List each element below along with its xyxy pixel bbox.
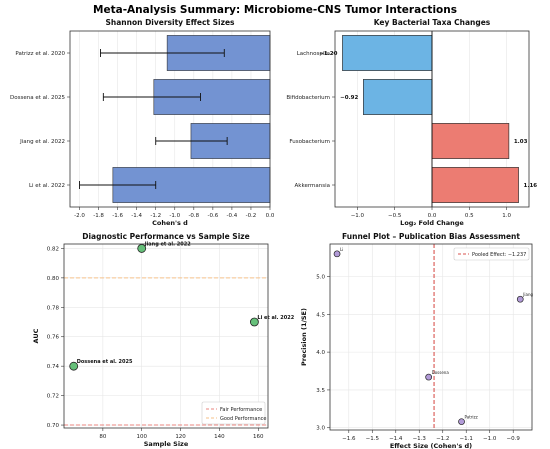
plot-frame — [69, 30, 271, 208]
effect-size-chart: Shannon Diversity Effect Sizes -2.0 -1.8 -1… — [10, 18, 275, 227]
value-label: 1.03 — [514, 139, 528, 145]
x-tick-label: −1.0 — [351, 213, 365, 219]
x-tick-label: -0.8 — [188, 213, 199, 219]
y-tick-label: Li et al. 2022 — [29, 183, 65, 189]
plot-frame — [334, 30, 530, 208]
x-tick-label: 0.0 — [428, 213, 437, 219]
legend-label: Good Performance — [220, 416, 266, 422]
legend-box — [201, 401, 266, 425]
data-point — [516, 295, 524, 303]
y-tick-label: 0.78 — [47, 305, 60, 311]
y-tick-label: Fusobacterium — [289, 139, 330, 145]
x-tick-label: 1.0 — [502, 213, 511, 219]
y-tick-label: 0.80 — [47, 276, 60, 282]
bar — [342, 35, 433, 71]
chart-title: Funnel Plot – Publication Bias Assessmen… — [342, 232, 520, 241]
point-label: Li — [340, 247, 343, 252]
data-point — [69, 361, 79, 371]
bar — [431, 123, 510, 159]
value-label: −1.20 — [319, 51, 337, 57]
x-axis-label: Cohen's d — [152, 219, 188, 227]
y-tick-label: 3.5 — [316, 388, 325, 394]
x-tick-label: -1.8 — [93, 213, 104, 219]
legend-label: Fair Performance — [220, 407, 262, 413]
x-tick-label: −1.4 — [389, 436, 403, 442]
x-tick-label: 140 — [214, 434, 225, 440]
y-tick-label: 4.5 — [316, 312, 325, 318]
y-tick-label: 0.74 — [47, 364, 60, 370]
x-tick-label: 0.0 — [266, 213, 275, 219]
x-tick-label: -0.6 — [207, 213, 218, 219]
y-tick-label: Patrizz et al. 2020 — [15, 51, 65, 57]
figure-title: Meta-Analysis Summary: Microbiome-CNS Tu… — [93, 4, 457, 16]
y-tick-label: 0.72 — [47, 394, 59, 400]
y-tick-label: Dossena et al. 2025 — [10, 95, 66, 101]
y-tick-label: Lachnospira — [297, 51, 330, 57]
x-tick-label: −1.2 — [436, 436, 449, 442]
point-label: Dossena — [432, 370, 450, 375]
data-point — [137, 244, 147, 253]
bar — [431, 167, 519, 203]
y-tick-label: 0.82 — [47, 246, 59, 252]
x-tick-label: -0.2 — [246, 213, 257, 219]
y-axis-label: Precision (1/SE) — [300, 308, 308, 366]
value-label: −0.92 — [340, 95, 358, 101]
chart-title: Diagnostic Performance vs Sample Size — [82, 232, 249, 241]
bar — [363, 79, 433, 115]
data-point — [458, 418, 465, 426]
data-point — [425, 373, 433, 381]
chart-title: Key Bacterial Taxa Changes — [374, 18, 491, 27]
y-tick-label: 3.0 — [316, 426, 325, 432]
x-tick-label: −1.3 — [413, 436, 427, 442]
x-tick-label: −1.0 — [483, 436, 497, 442]
legend-label: Pooled Effect: −1.237 — [472, 252, 526, 258]
y-axis-label: AUC — [32, 328, 40, 343]
y-tick-label: 4.0 — [316, 350, 325, 356]
value-label: 1.16 — [524, 183, 538, 189]
x-tick-label: −0.5 — [388, 213, 402, 219]
y-tick-label: Akkermansia — [295, 183, 330, 189]
point-label: Li et al. 2022 — [257, 315, 294, 321]
data-point — [249, 317, 259, 327]
x-tick-label: -2.0 — [74, 213, 85, 219]
point-label: Jiang et al. 2022 — [144, 241, 192, 247]
x-tick-label: 120 — [175, 434, 186, 440]
funnel-plot-chart: Funnel Plot – Publication Bias Assessmen… — [300, 232, 534, 449]
diagnostic-performance-chart: Diagnostic Performance vs Sample Size 80 1… — [32, 232, 295, 448]
point-label: Jiang — [522, 292, 533, 297]
x-tick-label: -1.0 — [169, 213, 180, 219]
y-tick-label: Jiang et al. 2022 — [19, 139, 65, 145]
bar — [153, 79, 271, 115]
y-tick-label: 5.0 — [316, 275, 325, 281]
point-label: Dossena et al. 2025 — [77, 359, 133, 365]
y-tick-label: 0.70 — [47, 423, 60, 429]
plot-frame — [329, 243, 533, 431]
x-tick-label: -1.6 — [112, 213, 123, 219]
x-tick-label: −1.5 — [366, 436, 380, 442]
x-tick-label: −1.1 — [460, 436, 473, 442]
x-tick-label: 80 — [99, 434, 106, 440]
x-tick-label: 160 — [253, 434, 264, 440]
y-tick-label: 0.76 — [47, 335, 60, 341]
x-axis-label: Effect Size (Cohen's d) — [390, 442, 472, 449]
plot-frame — [63, 243, 269, 429]
chart-title: Shannon Diversity Effect Sizes — [106, 18, 236, 27]
point-label: Patrizz — [465, 415, 478, 420]
x-tick-label: 100 — [136, 434, 147, 440]
data-point — [333, 250, 341, 258]
x-axis-label: Log₂ Fold Change — [400, 219, 464, 227]
x-tick-label: 0.5 — [465, 213, 474, 219]
x-tick-label: −1.6 — [342, 436, 356, 442]
y-tick-label: Bifidobacterium — [286, 95, 330, 101]
x-tick-label: −0.9 — [507, 436, 521, 442]
x-tick-label: -1.2 — [150, 213, 161, 219]
x-tick-label: -0.4 — [227, 213, 238, 219]
taxa-changes-chart: Key Bacterial Taxa Changes −1.0 −0.5 0.0 0.5… — [286, 18, 538, 227]
legend-box — [453, 247, 530, 261]
x-tick-label: -1.4 — [131, 213, 142, 219]
x-axis-label: Sample Size — [144, 440, 189, 448]
